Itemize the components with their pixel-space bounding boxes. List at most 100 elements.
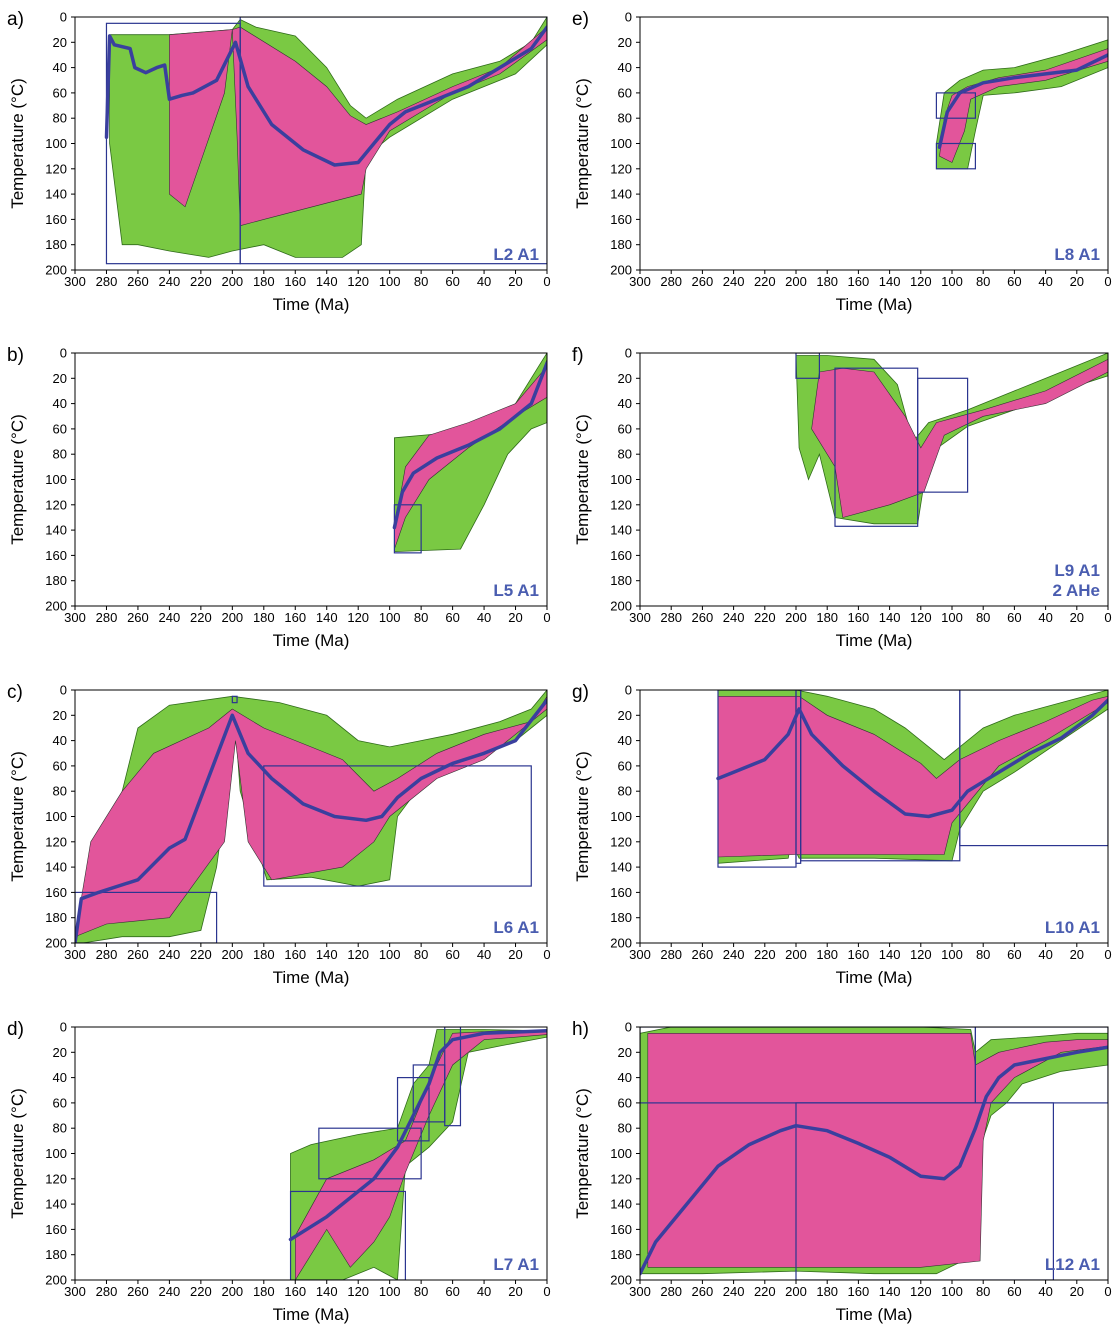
x-tick-label: 180 — [816, 610, 838, 625]
y-tick-label: 0 — [625, 346, 632, 361]
y-tick-label: 120 — [45, 834, 67, 849]
x-tick-label: 180 — [253, 947, 275, 962]
constraint-box — [795, 1102, 1054, 1280]
y-tick-label: 100 — [45, 809, 67, 824]
x-tick-label: 60 — [445, 947, 459, 962]
y-tick-label: 40 — [618, 60, 632, 75]
x-tick-label: 160 — [284, 1284, 306, 1299]
panel-letter: d) — [7, 1019, 24, 1040]
y-tick-label: 120 — [610, 1171, 632, 1186]
y-tick-label: 40 — [53, 60, 67, 75]
y-tick-label: 0 — [60, 1020, 67, 1035]
y-tick-label: 100 — [45, 1146, 67, 1161]
x-tick-label: 180 — [816, 274, 838, 289]
x-tick-label: 180 — [816, 947, 838, 962]
good-fit-envelope — [811, 358, 1108, 518]
y-tick-label: 120 — [610, 497, 632, 512]
x-tick-label: 300 — [64, 274, 86, 289]
y-tick-label: 80 — [53, 447, 67, 462]
x-tick-label: 280 — [96, 1284, 118, 1299]
x-tick-label: 260 — [692, 947, 714, 962]
x-tick-label: 180 — [253, 274, 275, 289]
y-tick-label: 160 — [610, 548, 632, 563]
panel-letter: a) — [7, 9, 24, 30]
x-tick-label: 280 — [96, 947, 118, 962]
x-tick-label: 40 — [477, 1284, 491, 1299]
y-tick-label: 100 — [610, 472, 632, 487]
panel-letter: f) — [572, 345, 584, 366]
good-fit-envelope — [394, 359, 547, 550]
best-fit-path — [392, 361, 547, 530]
x-tick-label: 160 — [848, 947, 870, 962]
y-tick-label: 80 — [53, 784, 67, 799]
x-tick-label: 280 — [660, 947, 682, 962]
x-tick-label: 80 — [976, 610, 990, 625]
x-tick-label: 0 — [1104, 1284, 1111, 1299]
sample-label: L2 A1 — [493, 245, 539, 264]
constraint-box — [935, 142, 977, 170]
y-tick-label: 180 — [45, 910, 67, 925]
constraint-box — [263, 765, 532, 887]
x-tick-label: 300 — [629, 1284, 651, 1299]
x-tick-label: 100 — [941, 947, 963, 962]
panel-6: 300 280 260 240 220 200 180 160 140 120 100 80 60 40 2… — [572, 345, 1112, 650]
x-tick-label: 60 — [1007, 1284, 1021, 1299]
x-tick-label: 80 — [414, 274, 428, 289]
x-tick-label: 100 — [379, 274, 401, 289]
y-tick-label: 40 — [53, 396, 67, 411]
y-tick-label: 160 — [45, 1222, 67, 1237]
x-axis-title: Time (Ma) — [836, 295, 913, 314]
x-tick-label: 240 — [723, 1284, 745, 1299]
x-tick-label: 100 — [379, 947, 401, 962]
x-tick-label: 140 — [316, 610, 338, 625]
y-tick-label: 60 — [53, 1095, 67, 1110]
y-axis-title: Temperature (°C) — [573, 751, 592, 882]
x-axis-title: Time (Ma) — [836, 968, 913, 987]
x-tick-label: 300 — [629, 274, 651, 289]
y-tick-label: 20 — [618, 35, 632, 50]
x-tick-label: 260 — [692, 610, 714, 625]
x-tick-label: 20 — [508, 274, 522, 289]
y-tick-label: 80 — [618, 1121, 632, 1136]
y-tick-label: 160 — [610, 212, 632, 227]
y-tick-label: 200 — [45, 1273, 67, 1288]
x-tick-label: 20 — [508, 1284, 522, 1299]
x-tick-label: 120 — [910, 947, 932, 962]
plot-area — [935, 39, 1108, 170]
y-tick-label: 40 — [618, 733, 632, 748]
y-tick-label: 120 — [610, 161, 632, 176]
x-tick-label: 120 — [910, 610, 932, 625]
plot-area — [795, 353, 1108, 527]
x-tick-label: 140 — [879, 1284, 901, 1299]
x-tick-label: 180 — [816, 1284, 838, 1299]
y-tick-label: 180 — [45, 573, 67, 588]
x-tick-label: 160 — [848, 274, 870, 289]
x-tick-label: 240 — [723, 947, 745, 962]
x-tick-label: 140 — [879, 610, 901, 625]
y-tick-label: 140 — [610, 187, 632, 202]
x-tick-label: 100 — [941, 1284, 963, 1299]
x-tick-label: 0 — [543, 1284, 550, 1299]
x-tick-label: 200 — [221, 1284, 243, 1299]
good-fit-envelope — [169, 26, 547, 227]
x-tick-label: 160 — [848, 610, 870, 625]
y-tick-label: 200 — [45, 599, 67, 614]
y-tick-label: 40 — [53, 733, 67, 748]
x-tick-label: 300 — [64, 1284, 86, 1299]
x-tick-label: 40 — [1038, 947, 1052, 962]
x-tick-label: 100 — [941, 274, 963, 289]
panel-letter: c) — [7, 682, 23, 703]
x-tick-label: 80 — [414, 1284, 428, 1299]
x-tick-label: 120 — [347, 947, 369, 962]
y-tick-label: 140 — [610, 860, 632, 875]
x-tick-label: 240 — [159, 610, 181, 625]
x-tick-label: 120 — [910, 1284, 932, 1299]
constraint-box — [917, 377, 969, 493]
panel-8: 300 280 260 240 220 200 180 160 140 120 100 80 60 40 2… — [572, 1019, 1112, 1324]
y-axis-title: Temperature (°C) — [573, 1088, 592, 1219]
constraint-box — [795, 353, 820, 379]
x-tick-label: 60 — [445, 1284, 459, 1299]
x-axis-title: Time (Ma) — [273, 631, 350, 650]
sample-label: 2 AHe — [1052, 581, 1100, 600]
panel-7: 300 280 260 240 220 200 180 160 140 120 100 80 60 40 2… — [572, 682, 1112, 987]
